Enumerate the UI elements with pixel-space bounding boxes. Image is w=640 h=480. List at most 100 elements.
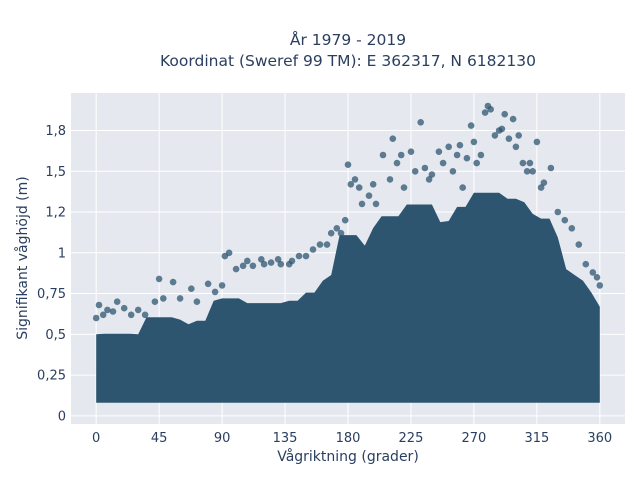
y-tick-label: 1,5 bbox=[45, 165, 66, 180]
x-tick-label: 270 bbox=[461, 431, 486, 446]
y-axis-title: Signifikant våghöjd (m) bbox=[14, 176, 31, 339]
data-point bbox=[155, 275, 163, 283]
data-point bbox=[407, 148, 415, 155]
data-point bbox=[134, 306, 142, 314]
data-point bbox=[99, 311, 107, 319]
data-point bbox=[435, 148, 443, 155]
data-point bbox=[400, 184, 408, 191]
data-point bbox=[533, 138, 541, 146]
y-tick-label: 1,2 bbox=[45, 206, 66, 221]
data-point bbox=[249, 262, 257, 270]
data-point bbox=[470, 138, 478, 146]
data-point bbox=[596, 282, 604, 289]
data-point bbox=[561, 216, 569, 224]
data-point bbox=[302, 252, 310, 260]
data-point bbox=[487, 106, 495, 113]
y-tick-label: 0,5 bbox=[45, 328, 66, 343]
data-point bbox=[501, 110, 509, 118]
data-point bbox=[463, 154, 471, 162]
data-point bbox=[244, 257, 251, 265]
data-points bbox=[92, 102, 604, 322]
data-point bbox=[582, 260, 590, 268]
chart-title-line-1: År 1979 - 2019 bbox=[290, 30, 406, 49]
y-tick-label: 0,25 bbox=[37, 369, 66, 384]
data-point bbox=[473, 159, 481, 167]
y-tick-label: 0 bbox=[58, 409, 66, 424]
data-point bbox=[260, 260, 268, 268]
data-point bbox=[411, 168, 419, 175]
data-point bbox=[417, 119, 425, 126]
data-point bbox=[515, 132, 522, 139]
data-point bbox=[120, 304, 128, 312]
data-point bbox=[288, 257, 296, 265]
data-point bbox=[160, 295, 167, 302]
data-point bbox=[347, 181, 355, 188]
data-point bbox=[386, 176, 394, 183]
data-point bbox=[277, 260, 285, 268]
data-point bbox=[295, 252, 303, 260]
y-tick-label: 1,8 bbox=[45, 124, 66, 139]
data-point bbox=[323, 241, 331, 248]
x-tick-label: 90 bbox=[214, 431, 231, 446]
data-point bbox=[505, 135, 513, 142]
data-point bbox=[445, 143, 453, 151]
data-point bbox=[109, 308, 117, 315]
data-point bbox=[169, 278, 177, 286]
data-point bbox=[351, 176, 359, 183]
data-point bbox=[421, 164, 429, 172]
x-tick-label: 225 bbox=[399, 431, 424, 446]
data-point bbox=[151, 298, 159, 306]
y-tick-label: 1 bbox=[58, 246, 66, 261]
data-point bbox=[589, 269, 597, 276]
data-point bbox=[526, 159, 534, 167]
data-point bbox=[141, 311, 149, 319]
data-point bbox=[176, 295, 184, 302]
data-point bbox=[211, 288, 219, 296]
data-point bbox=[369, 181, 377, 188]
data-point bbox=[523, 168, 531, 175]
data-point bbox=[267, 259, 275, 266]
data-point bbox=[467, 122, 475, 129]
x-tick-label: 360 bbox=[587, 431, 612, 446]
data-point bbox=[498, 125, 506, 133]
data-point bbox=[232, 265, 240, 273]
data-point bbox=[92, 314, 100, 322]
data-point bbox=[456, 141, 464, 149]
data-point bbox=[333, 225, 341, 232]
data-point bbox=[540, 179, 548, 186]
data-point bbox=[258, 255, 265, 263]
data-point bbox=[365, 192, 373, 199]
x-axis-title: Vågriktning (grader) bbox=[277, 448, 419, 465]
data-point bbox=[218, 282, 226, 289]
data-point bbox=[459, 184, 467, 191]
data-point bbox=[337, 229, 345, 237]
data-point bbox=[358, 200, 366, 208]
data-point bbox=[554, 208, 562, 216]
x-tick-label: 180 bbox=[336, 431, 361, 446]
data-point bbox=[593, 274, 601, 281]
y-tick-label: 0,75 bbox=[37, 287, 66, 302]
data-point bbox=[127, 311, 135, 319]
chart-title-line-2: Koordinat (Sweref 99 TM): E 362317, N 61… bbox=[160, 52, 536, 70]
data-point bbox=[491, 132, 499, 139]
data-point bbox=[95, 301, 103, 309]
data-point bbox=[341, 216, 349, 224]
data-point bbox=[512, 143, 520, 151]
data-point bbox=[104, 306, 111, 314]
data-point bbox=[239, 262, 247, 270]
data-point bbox=[509, 115, 517, 123]
data-point bbox=[316, 241, 324, 248]
data-point bbox=[113, 298, 121, 306]
data-point bbox=[274, 255, 282, 263]
data-point bbox=[428, 171, 436, 178]
x-tick-label: 45 bbox=[151, 431, 168, 446]
data-point bbox=[481, 109, 489, 116]
data-point bbox=[439, 159, 447, 167]
data-point bbox=[453, 151, 461, 159]
data-point bbox=[355, 184, 363, 191]
point-cloud-bulk bbox=[96, 192, 600, 403]
data-point bbox=[519, 159, 527, 167]
data-point bbox=[379, 151, 387, 159]
data-point bbox=[449, 168, 457, 175]
